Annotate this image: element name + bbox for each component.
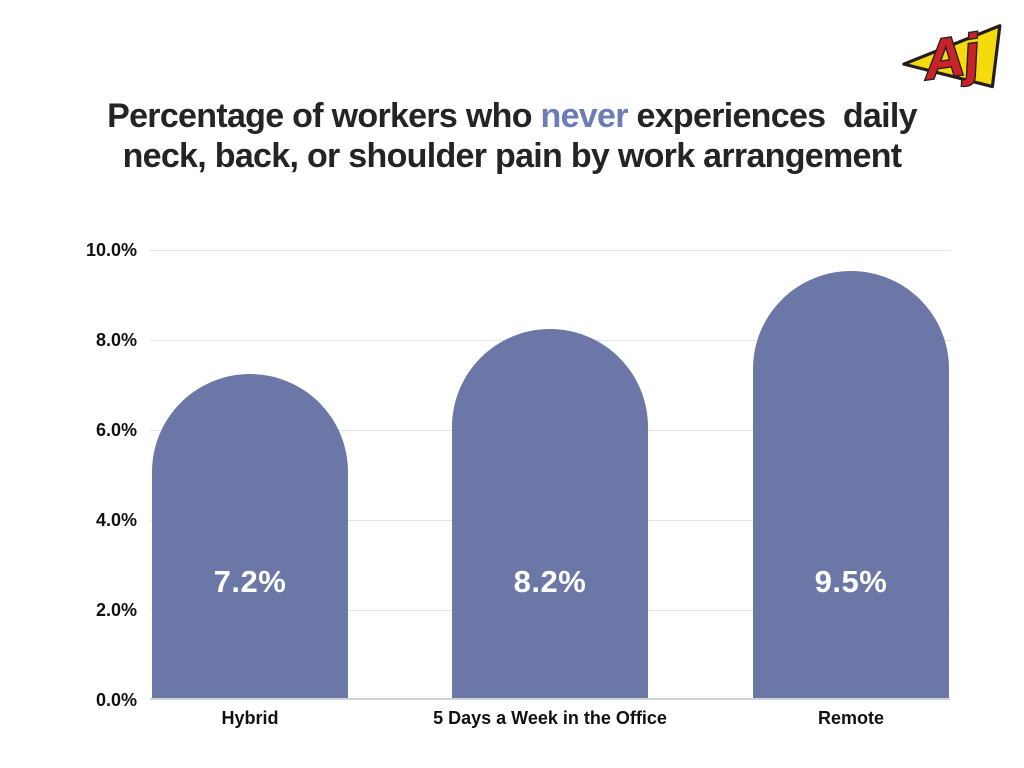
- y-tick-2: 2.0%: [95, 600, 137, 620]
- title-highlight: never: [540, 97, 629, 135]
- y-tick-6: 6.0%: [95, 420, 137, 440]
- title-text-after: experiences daily: [627, 97, 917, 135]
- y-tick-4: 4.0%: [95, 510, 137, 530]
- gridline-10: [150, 250, 950, 251]
- aj-logo: Aj: [902, 21, 1002, 93]
- bar-5-days-office: [452, 329, 648, 698]
- chart-title: Percentage of workers who never experien…: [0, 96, 1024, 176]
- x-label-hybrid: Hybrid: [221, 708, 279, 728]
- bar-hybrid: [152, 374, 348, 698]
- y-tick-8: 8.0%: [95, 330, 137, 350]
- x-label-5-days-office: 5 Days a Week in the Office: [433, 708, 667, 728]
- title-line-1: Percentage of workers who never experien…: [0, 96, 1024, 136]
- title-line-2: neck, back, or shoulder pain by work arr…: [122, 137, 903, 175]
- title-text-before: Percentage of workers who: [107, 97, 541, 135]
- bar-remote: [753, 270, 949, 698]
- bar-value-hybrid: 7.2%: [213, 564, 287, 599]
- bar-value-remote: 9.5%: [814, 564, 888, 599]
- x-label-remote: Remote: [817, 708, 884, 728]
- logo-arrow-icon: [902, 24, 1002, 89]
- plot-area: 7.2% 8.2% 9.5%: [150, 250, 950, 700]
- y-tick-0: 0.0%: [95, 690, 137, 710]
- bar-value-5-days-office: 8.2%: [513, 564, 587, 599]
- logo-letters: Aj: [918, 22, 985, 92]
- y-tick-10: 10.0%: [85, 240, 137, 260]
